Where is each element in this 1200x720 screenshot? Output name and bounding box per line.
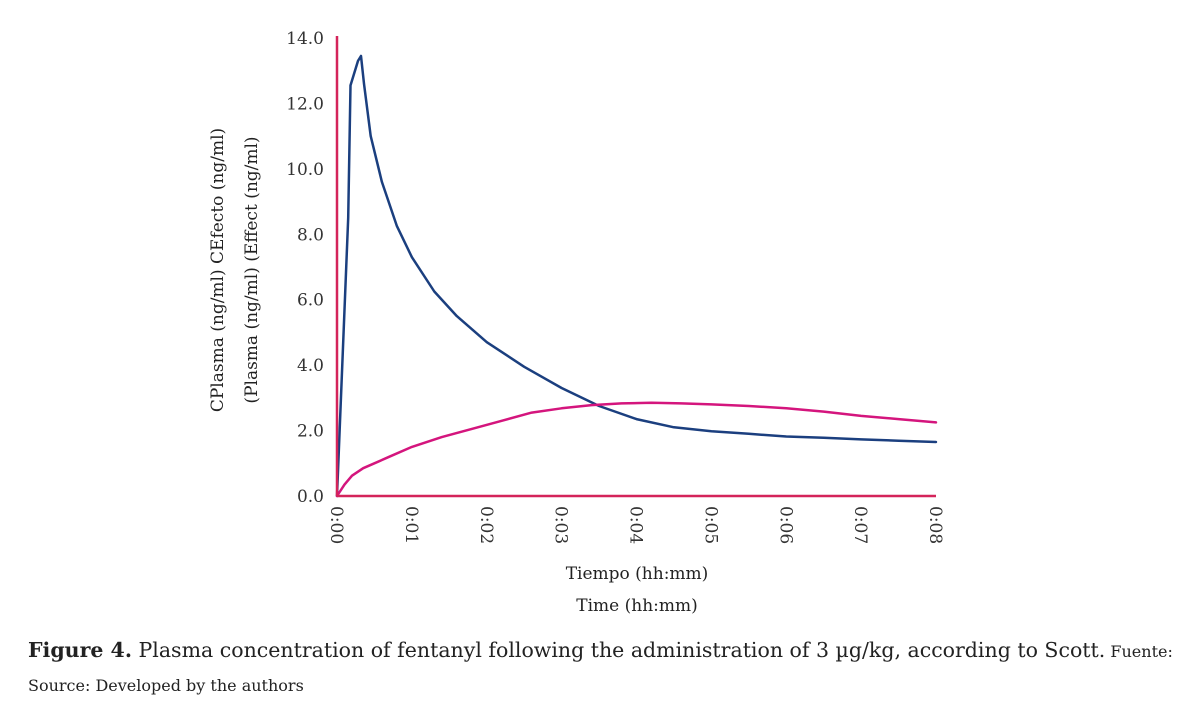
x-tick-label: 0:03 (551, 506, 571, 544)
x-axis-title-line-1: Tiempo (hh:mm) (566, 564, 709, 584)
series-lines (335, 54, 938, 498)
y-tick-label: 8.0 (297, 225, 324, 245)
y-tick-label: 10.0 (286, 160, 324, 180)
x-tick-label: 0:05 (700, 506, 720, 544)
figure-caption: Figure 4. Plasma concentration of fentan… (28, 634, 1178, 702)
x-tick-label: 0:00 (326, 506, 346, 544)
y-tick-label: 12.0 (286, 94, 324, 114)
figure-label: Figure 4. (28, 638, 132, 662)
caption-source: Fuente: Source: Developed by the authors (28, 642, 1173, 695)
x-tick-label: 0:02 (476, 506, 496, 544)
x-tick-label: 0:08 (925, 506, 945, 544)
y-tick-label: 2.0 (297, 422, 324, 442)
y-axis-title-line-2: (Plasma (ng/ml) (Effect (ng/ml) (242, 136, 262, 403)
x-tick-label: 0:04 (626, 506, 646, 544)
x-axis-ticks: 0:00 0:01 0:02 0:03 0:04 0:05 0:06 0:07 0:08 (326, 506, 945, 544)
series-line-1 (335, 54, 938, 498)
x-tick-label: 0:06 (775, 506, 795, 544)
caption-text: Plasma concentration of fentanyl followi… (131, 638, 1106, 662)
series-line-2 (335, 401, 938, 498)
y-tick-label: 4.0 (297, 356, 324, 376)
y-tick-label: 0.0 (297, 487, 324, 507)
y-axis-ticks: 0.0 2.0 4.0 6.0 8.0 10.0 12.0 14.0 (286, 29, 324, 507)
x-axis-title-line-2: Time (hh:mm) (576, 596, 698, 616)
x-tick-label: 0:07 (850, 506, 870, 544)
fentanyl-chart: 0.0 2.0 4.0 6.0 8.0 10.0 12.0 14.0 0:00 0:01 0:02… (208, 29, 945, 616)
y-tick-label: 14.0 (286, 29, 324, 49)
y-tick-label: 6.0 (297, 291, 324, 311)
y-axis-title-line-1: CPlasma (ng/ml) CEfecto (ng/ml) (208, 128, 228, 412)
x-tick-label: 0:01 (401, 506, 421, 544)
